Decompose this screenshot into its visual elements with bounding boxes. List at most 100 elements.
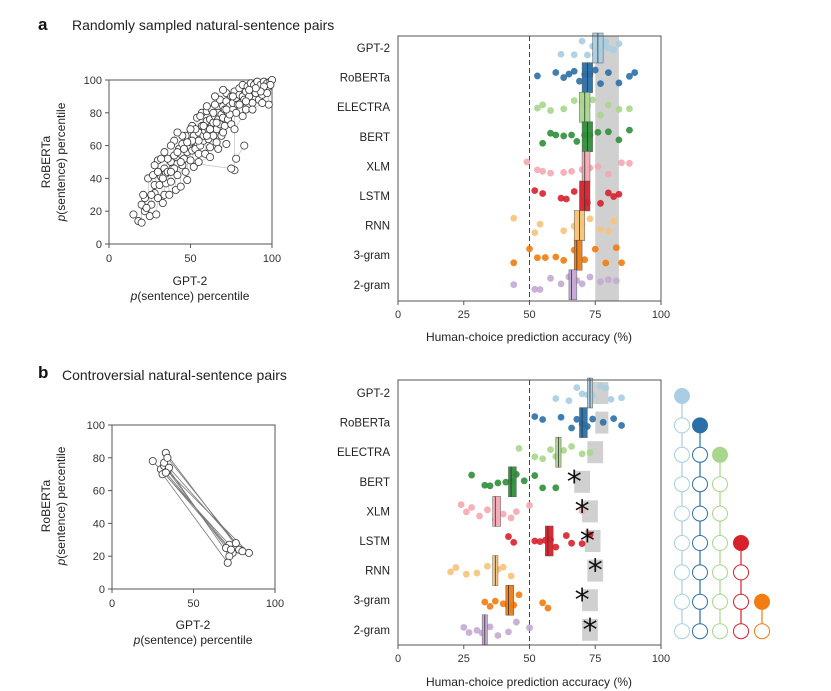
panel-a-data-point [129, 210, 138, 219]
panel-a-subject-point [610, 46, 618, 54]
panel-a-subject-point [626, 126, 633, 134]
panel-a-subject-point [536, 220, 544, 228]
panel-a-subject-point [570, 51, 578, 59]
panel-b-subject-point [484, 506, 491, 514]
panel-a-subject-point [610, 217, 618, 225]
panel-a-xtick-label: 100 [652, 309, 670, 321]
panel-b-ytick-label: 100 [87, 420, 105, 432]
panel-b-data-point [238, 547, 247, 556]
tree-open-node [754, 623, 770, 640]
panel-b-ylabel-line2: p(sentence) percentile [54, 446, 68, 566]
panel-a-data-point [186, 156, 195, 165]
panel-b-subject-point [465, 629, 473, 636]
panel-a-subject-point [615, 79, 623, 87]
panel-b-subject-point [510, 538, 518, 546]
panel-a-subject-point [547, 274, 554, 282]
panel-a-subject-point [539, 167, 547, 175]
panel-a-data-point [158, 174, 167, 183]
panel-a-data-point [232, 108, 241, 117]
panel-b-noise-ceiling-row [587, 441, 604, 464]
panel-b-data-point [163, 453, 172, 462]
panel-a-data-point [248, 98, 257, 107]
panel-a-ytick-label: 20 [90, 206, 102, 218]
panel-a-data-point [166, 177, 175, 186]
panel-b-model-label: BERT [360, 477, 390, 489]
panel-b-significance-star: * [580, 524, 595, 559]
panel-a-subject-point [605, 276, 612, 284]
panel-a-data-point [212, 118, 221, 127]
panel-b-subject-point [607, 395, 615, 403]
panel-a-subject-point [591, 245, 599, 253]
panel-a-subject-point [510, 259, 518, 267]
panel-a-xlabel-line2: p(sentence) percentile [130, 289, 250, 303]
panel-a-data-point [251, 84, 260, 93]
panel-b-subject-point [618, 394, 625, 402]
panel-a-subject-point [586, 215, 594, 223]
panel-a-subject-point [594, 128, 602, 136]
panel-b-noise-ceiling-row [582, 500, 598, 523]
panel-a-subject-point [605, 227, 612, 235]
panel-a-subject-point [597, 80, 604, 88]
panel-b-subject-point [468, 471, 476, 479]
panel-a-data-point [176, 157, 185, 166]
panel-a-model-label: RNN [365, 221, 390, 233]
panel-b-xtick-label: 25 [458, 653, 470, 665]
panel-b-xtick-label: 50 [523, 653, 535, 665]
panel-a-subject-point [597, 199, 604, 207]
panel-a-model-label: XLM [366, 161, 390, 173]
tree-filled-node [754, 593, 770, 610]
panel-b-ytick-label: 0 [99, 584, 105, 596]
panel-a-subject-point [626, 159, 633, 167]
panel-a-data-point [189, 162, 198, 171]
panel-a-subject-point [597, 278, 604, 286]
panel-a-data-point [245, 85, 254, 94]
tree-open-node [674, 564, 690, 581]
panel-a-data-point [235, 100, 244, 109]
panel-b-subject-point [499, 563, 507, 571]
panel-a-subject-point [541, 254, 549, 261]
panel-b-subject-point [602, 384, 610, 392]
panel-a-data-point [155, 180, 164, 189]
panel-b-model-label: RNN [365, 566, 390, 578]
panel-b-subject-point [505, 533, 512, 540]
panel-b-subject-point [526, 502, 533, 509]
panel-b-significance-star: * [588, 554, 603, 589]
panel-a-subject-point [533, 72, 541, 80]
panel-a-subject-point [570, 97, 578, 104]
panel-b-noise-ceiling-row [582, 618, 598, 641]
panel-a-data-point [219, 85, 228, 94]
panel-a-subject-point [612, 277, 620, 285]
panel-a-xtick-label: 100 [263, 253, 281, 265]
panel-b-subject-point [578, 507, 586, 515]
panel-b-subject-point [486, 482, 494, 490]
panel-b-data-point [225, 552, 234, 561]
panel-b-subject-point [531, 537, 539, 545]
panel-a-subject-point [605, 189, 612, 197]
panel-b-subject-point [507, 572, 515, 580]
tree-open-node [692, 505, 708, 522]
panel-b-letter: b [38, 363, 48, 382]
panel-b-ylabel-line1: RoBERTa [39, 479, 53, 532]
tree-open-node [692, 476, 708, 493]
tree-open-node [692, 623, 708, 640]
panel-b-subject-point [526, 624, 533, 632]
panel-a-xtick-label: 25 [458, 309, 470, 321]
panel-a-subject-point [615, 40, 623, 48]
panel-b-significance-star: * [567, 465, 582, 500]
panel-b-data-point [226, 545, 235, 554]
panel-b-subject-point [573, 384, 581, 392]
panel-a-data-point [220, 121, 229, 130]
panel-a-data-point [238, 112, 247, 121]
panel-b-xlabel-line1: GPT-2 [176, 618, 211, 632]
panel-a-model-label: LSTM [359, 191, 390, 203]
panel-a-accuracy-xlabel: Human-choice prediction accuracy (%) [426, 330, 632, 344]
tree-open-node [733, 593, 749, 610]
panel-b-significance-star: * [582, 613, 597, 648]
panel-b-subject-point [476, 512, 483, 520]
panel-a-data-point [139, 190, 148, 199]
panel-b-subject-point [599, 418, 607, 426]
panel-b-significance-star: * [575, 494, 590, 529]
panel-a-data-point [158, 198, 167, 207]
panel-b-model-label: 3-gram [354, 595, 390, 607]
panel-a-subject-point [552, 131, 560, 139]
